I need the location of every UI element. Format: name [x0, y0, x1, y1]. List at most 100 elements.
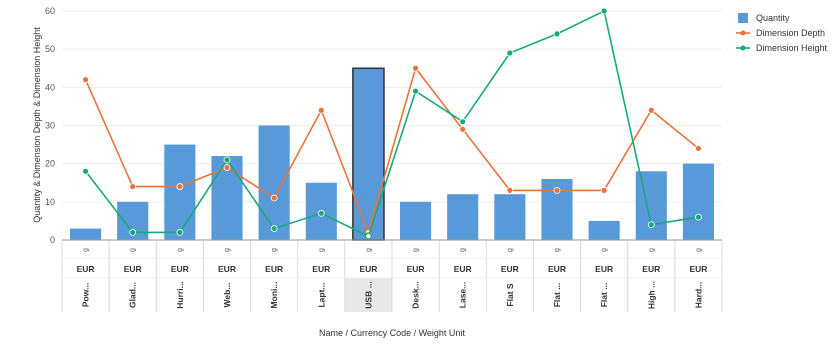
point-dimension-depth[interactable] — [695, 144, 702, 152]
category-unit-label[interactable]: g — [554, 248, 561, 252]
category-unit-label[interactable]: g — [224, 248, 231, 252]
legend-label: Quantity — [756, 13, 790, 23]
legend-marker — [740, 45, 746, 51]
bar-quantity[interactable] — [447, 194, 479, 240]
category-currency-label[interactable]: EUR — [407, 264, 425, 274]
point-dimension-depth[interactable] — [270, 194, 278, 202]
category-currency-label[interactable]: EUR — [124, 264, 142, 274]
category-unit-label[interactable]: g — [648, 248, 655, 252]
category-unit-label[interactable]: g — [365, 248, 372, 252]
bar-quantity[interactable] — [258, 125, 290, 241]
category-name-label[interactable]: Web... — [222, 283, 232, 308]
bar-quantity[interactable] — [588, 220, 620, 240]
x-axis-title: Name / Currency Code / Weight Unit — [319, 328, 465, 338]
legend-item-quantity[interactable]: Quantity — [738, 13, 790, 23]
point-dimension-height[interactable] — [647, 221, 655, 229]
category-unit-label[interactable]: g — [507, 248, 514, 252]
category-currency-label[interactable]: EUR — [265, 264, 283, 274]
category-currency-label[interactable]: EUR — [77, 264, 95, 274]
y-tick-label: 40 — [45, 82, 55, 92]
category-currency-label[interactable]: EUR — [642, 264, 660, 274]
category-name-label[interactable]: High ... — [646, 281, 656, 309]
legend-item-dimension-depth[interactable]: Dimension Depth — [736, 28, 825, 38]
y-tick-label: 60 — [45, 6, 55, 16]
category-name-label[interactable]: Hurri... — [175, 281, 185, 308]
category-name-label[interactable]: Moni... — [269, 282, 279, 309]
bar-series-quantity — [70, 67, 714, 241]
point-dimension-height[interactable] — [129, 228, 137, 236]
category-unit-label[interactable]: g — [318, 248, 325, 252]
line-dimension-height — [84, 9, 699, 238]
point-dimension-height[interactable] — [695, 213, 702, 221]
category-name-label[interactable]: USB ... — [363, 281, 373, 308]
category-name-label[interactable]: Flat S — [505, 283, 515, 306]
category-currency-label[interactable]: EUR — [689, 264, 707, 274]
category-currency-label[interactable]: EUR — [454, 264, 472, 274]
point-dimension-depth[interactable] — [647, 106, 655, 114]
point-dimension-depth[interactable] — [176, 183, 184, 190]
category-unit-label[interactable]: g — [695, 248, 702, 252]
category-currency-label[interactable]: EUR — [359, 264, 377, 274]
category-name-label[interactable]: Pow... — [81, 283, 91, 307]
category-name-label[interactable]: Flat ... — [552, 283, 562, 308]
point-dimension-depth[interactable] — [553, 186, 561, 194]
category-unit-label[interactable]: g — [130, 248, 137, 252]
y-tick-label: 30 — [45, 121, 55, 131]
point-dimension-height[interactable] — [82, 167, 89, 175]
category-unit-label[interactable]: g — [177, 248, 184, 252]
category-unit-label[interactable]: g — [601, 248, 608, 252]
y-tick-label: 10 — [45, 197, 55, 207]
point-dimension-depth[interactable] — [82, 76, 89, 84]
category-name-label[interactable]: Hard... — [693, 282, 703, 308]
point-dimension-height[interactable] — [176, 228, 184, 236]
legend-marker — [740, 30, 746, 36]
y-tick-label: 0 — [50, 235, 55, 245]
line-series — [82, 7, 702, 240]
category-unit-label[interactable]: g — [271, 248, 278, 252]
category-currency-label[interactable]: EUR — [218, 264, 236, 274]
point-dimension-height[interactable] — [459, 118, 467, 126]
point-dimension-height[interactable] — [600, 7, 608, 15]
category-currency-label[interactable]: EUR — [312, 264, 330, 274]
legend-item-dimension-height[interactable]: Dimension Height — [736, 43, 828, 53]
point-dimension-height[interactable] — [223, 156, 231, 164]
point-dimension-depth[interactable] — [223, 164, 231, 171]
category-unit-label[interactable]: g — [413, 248, 420, 252]
bar-quantity[interactable] — [164, 144, 196, 240]
point-dimension-depth[interactable] — [129, 183, 137, 190]
category-name-label[interactable]: Desk... — [411, 281, 421, 308]
y-tick-label: 50 — [45, 44, 55, 54]
category-name-label[interactable]: Lapt... — [316, 282, 326, 307]
category-name-label[interactable]: Glad... — [128, 282, 138, 308]
point-dimension-height[interactable] — [506, 49, 514, 57]
bar-quantity[interactable] — [70, 228, 102, 240]
point-dimension-height[interactable] — [317, 209, 325, 217]
point-dimension-depth[interactable] — [459, 125, 467, 133]
point-dimension-depth[interactable] — [600, 186, 608, 194]
legend-label: Dimension Depth — [756, 28, 825, 38]
category-unit-label[interactable]: g — [460, 248, 467, 252]
category-currency-label[interactable]: EUR — [171, 264, 189, 274]
bar-quantity[interactable] — [494, 194, 526, 240]
category-currency-label[interactable]: EUR — [548, 264, 566, 274]
category-unit-label[interactable]: g — [83, 248, 90, 252]
point-dimension-height[interactable] — [412, 87, 419, 95]
point-dimension-height[interactable] — [270, 225, 278, 232]
point-dimension-height[interactable] — [553, 30, 561, 38]
bar-quantity[interactable] — [352, 67, 385, 241]
category-name-label[interactable]: Flat ... — [599, 283, 609, 308]
y-tick-label: 20 — [45, 159, 55, 169]
category-currency-label[interactable]: EUR — [501, 264, 519, 274]
bar-quantity[interactable] — [682, 163, 714, 240]
bar-quantity[interactable] — [635, 171, 667, 240]
point-dimension-height[interactable] — [364, 232, 373, 240]
y-axis-ticks: 0 10 20 30 40 50 60 — [45, 6, 55, 245]
point-dimension-depth[interactable] — [412, 64, 419, 72]
line-dimension-depth — [84, 66, 699, 235]
category-name-label[interactable]: Lase... — [458, 282, 468, 308]
point-dimension-depth[interactable] — [506, 186, 514, 194]
point-dimension-depth[interactable] — [317, 106, 325, 114]
x-axis-cells: g EUR Pow... g EUR Glad... g EUR Hurri... g EUR Web… — [61, 240, 723, 312]
category-currency-label[interactable]: EUR — [595, 264, 613, 274]
bar-quantity[interactable] — [400, 201, 432, 240]
